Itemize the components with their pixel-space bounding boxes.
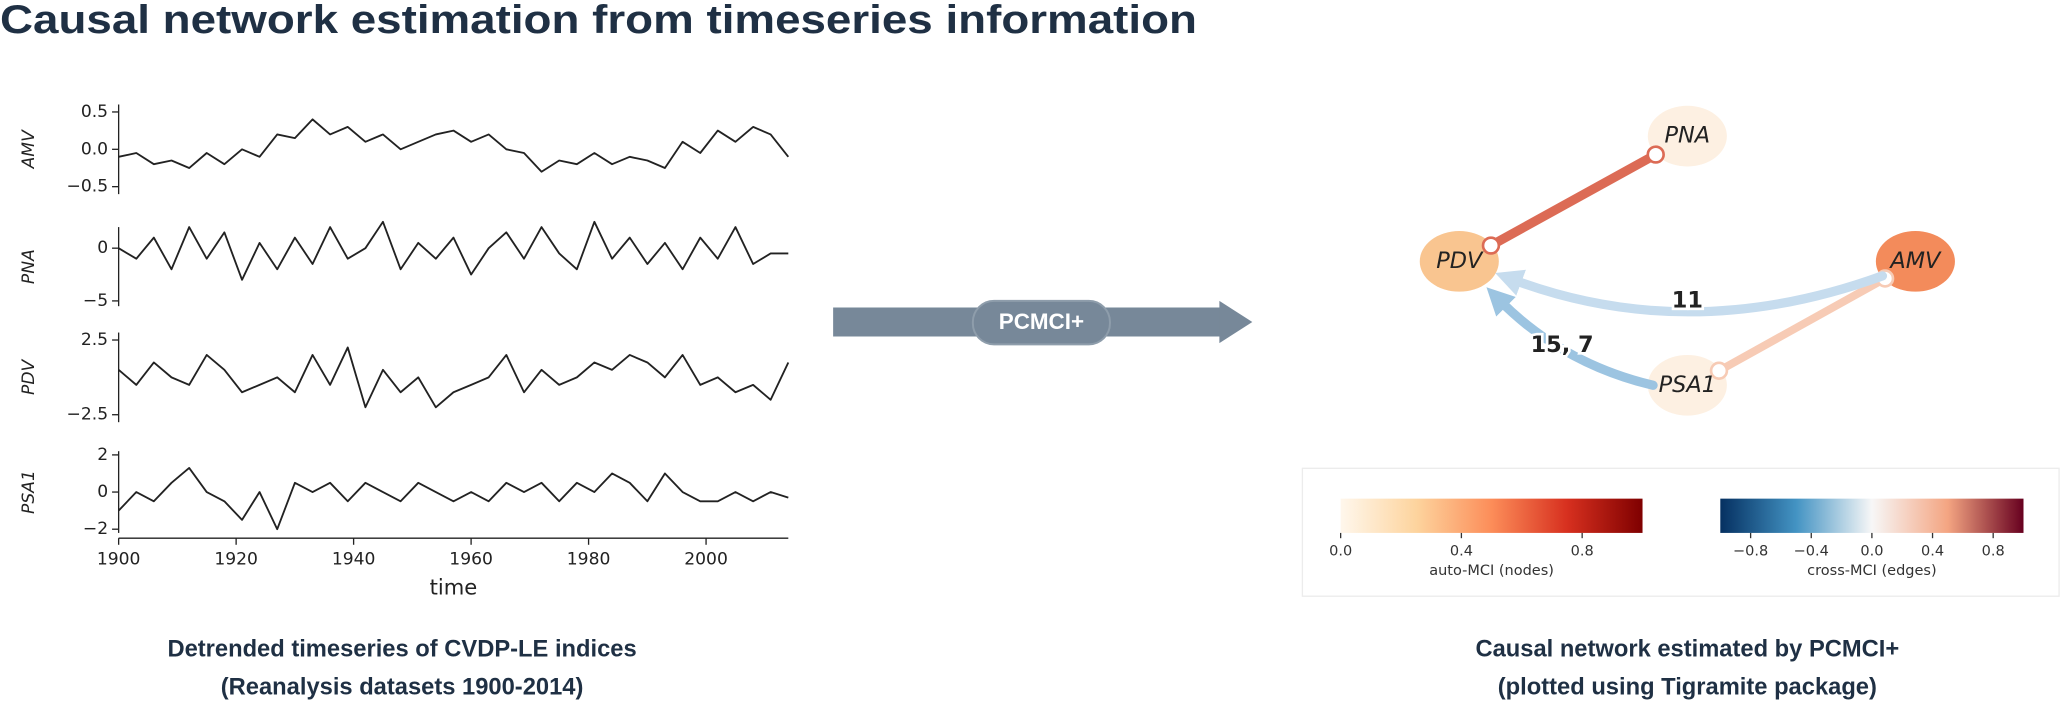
- edge-label: 15, 7: [1531, 332, 1594, 358]
- colorbar-label: cross-MCI (edges): [1807, 563, 1936, 579]
- y-axis-label: PSA1: [19, 470, 39, 514]
- colorbar-label: auto-MCI (nodes): [1429, 563, 1554, 579]
- colorbar-tick-label: 0.0: [1329, 543, 1352, 559]
- arrow-head: [1219, 300, 1253, 344]
- y-tick-label: −2.5: [67, 405, 109, 425]
- network-node: [1875, 231, 1955, 292]
- left-caption: (Reanalysis datasets 1900-2014): [221, 675, 584, 701]
- node-label: PNA: [1665, 123, 1711, 149]
- x-tick-label: 2000: [684, 549, 728, 569]
- network-edge: [1495, 269, 1888, 317]
- timeseries-line: [118, 346, 790, 409]
- y-tick-label: 0: [97, 482, 108, 502]
- network-node: [1647, 354, 1727, 416]
- colorbar-tick-label: 0.8: [1571, 543, 1594, 559]
- y-tick-label: −2: [83, 519, 108, 539]
- arrow-label: PCMCI+: [999, 309, 1084, 334]
- node-label: AMV: [1888, 248, 1942, 274]
- edge-label: 11: [1672, 287, 1703, 313]
- right-caption: (plotted using Tigramite package): [1498, 675, 1877, 701]
- arrow-pill: [971, 299, 1111, 346]
- y-tick-label: 2.5: [81, 330, 108, 350]
- y-axis-label: AMV: [19, 129, 39, 169]
- network-edge: [1715, 274, 1890, 375]
- x-tick-label: 1900: [97, 549, 141, 569]
- colorbar: [1720, 498, 2024, 533]
- colorbar-tick-label: −0.4: [1794, 543, 1829, 559]
- edge-end: [1646, 145, 1665, 164]
- y-tick-label: 0: [97, 238, 108, 258]
- x-axis-label: time: [430, 574, 478, 599]
- y-tick-label: −5: [83, 291, 108, 311]
- timeseries-line: [118, 118, 790, 173]
- y-tick-label: −0.5: [67, 177, 109, 197]
- y-axis-label: PDV: [19, 358, 39, 395]
- slide-title: Causal network estimation from timeserie…: [0, 0, 1197, 42]
- colorbar-tick-label: 0.0: [1860, 543, 1883, 559]
- edge-end: [1481, 236, 1501, 255]
- right-caption: Causal network estimated by PCMCI+: [1475, 637, 1899, 663]
- network-edge: [1486, 149, 1661, 251]
- network-edge: [1486, 287, 1658, 390]
- colorbar: [1340, 498, 1643, 533]
- x-tick-label: 1940: [332, 549, 376, 569]
- edge-end: [1709, 361, 1729, 381]
- timeseries-line: [118, 220, 789, 281]
- colorbar-tick-label: 0.4: [1921, 543, 1944, 559]
- y-tick-label: 0.5: [81, 102, 108, 122]
- y-tick-label: 2: [97, 445, 108, 465]
- colorbar-tick-label: 0.4: [1450, 543, 1473, 559]
- network-node: [1647, 105, 1727, 167]
- colorbar-tick-label: −0.8: [1733, 543, 1768, 559]
- x-tick-label: 1920: [214, 549, 258, 569]
- x-tick-label: 1960: [449, 549, 493, 569]
- y-axis-label: PNA: [19, 249, 39, 284]
- x-tick-label: 1980: [567, 549, 611, 569]
- timeseries-line: [117, 467, 789, 531]
- node-label: PSA1: [1659, 372, 1716, 398]
- left-caption: Detrended timeseries of CVDP-LE indices: [167, 637, 636, 663]
- colorbar-tick-label: 0.8: [1982, 543, 2005, 559]
- node-label: PDV: [1436, 248, 1484, 274]
- y-tick-label: 0.0: [81, 139, 108, 159]
- network-node: [1419, 231, 1499, 292]
